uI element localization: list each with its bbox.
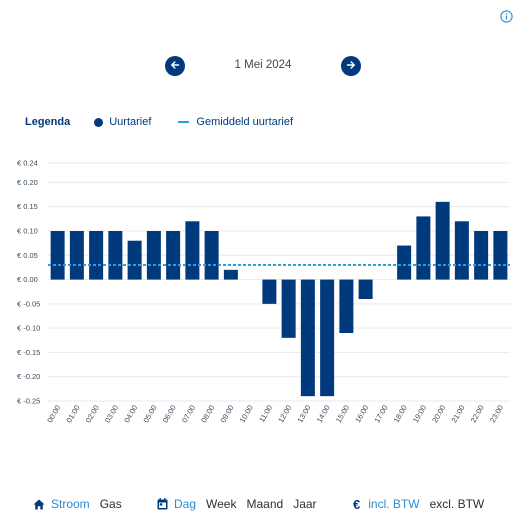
dot-icon	[94, 117, 104, 127]
home-icon	[33, 499, 45, 510]
option-maand[interactable]: Maand	[246, 497, 284, 511]
x-tick-label: 17:00	[372, 404, 389, 425]
euro-icon: €	[353, 496, 361, 512]
x-tick-label: 00:00	[45, 404, 62, 425]
y-tick-label: € 0.10	[17, 227, 38, 236]
option-week[interactable]: Week	[206, 497, 237, 511]
x-tick-label: 11:00	[257, 404, 274, 424]
bar-18:00[interactable]	[397, 245, 412, 280]
x-tick-label: 16:00	[353, 404, 370, 425]
bar-09:00[interactable]	[223, 269, 238, 280]
bottom-filter-bar: Stroom Gas Dag Week Maand Jaar € incl. B…	[0, 496, 526, 514]
bar-05:00[interactable]	[146, 231, 161, 280]
bar-21:00[interactable]	[454, 221, 469, 280]
bar-23:00[interactable]	[493, 231, 508, 280]
arrow-right-icon	[346, 57, 356, 75]
legend-label: Gemiddeld uurtarief	[196, 116, 294, 128]
x-tick-label: 04:00	[122, 404, 139, 425]
x-tick-label: 15:00	[334, 404, 351, 425]
y-tick-label: € 0.05	[17, 251, 38, 260]
previous-day-button[interactable]	[165, 56, 185, 76]
y-tick-label: € -0.25	[17, 397, 40, 406]
x-tick-label: 06:00	[161, 404, 178, 425]
period-selector: Dag Week Maand Jaar	[157, 496, 327, 512]
arrow-left-icon	[170, 57, 180, 75]
x-tick-label: 05:00	[141, 404, 158, 425]
bar-03:00[interactable]	[108, 231, 123, 280]
dashed-line-icon	[178, 121, 190, 123]
bar-15:00[interactable]	[339, 279, 354, 333]
energy-selector: Stroom Gas	[33, 496, 132, 512]
x-tick-label: 08:00	[199, 404, 216, 425]
bar-07:00[interactable]	[185, 221, 200, 280]
y-tick-label: € 0.15	[17, 202, 38, 211]
option-dag[interactable]: Dag	[174, 497, 197, 511]
option-jaar[interactable]: Jaar	[293, 497, 317, 511]
legend-item-gemiddeld: Gemiddeld uurtarief	[178, 116, 293, 128]
y-tick-label: € -0.20	[17, 372, 40, 381]
bar-20:00[interactable]	[435, 201, 450, 280]
tax-selector: € incl. BTW excl. BTW	[353, 496, 494, 512]
option-excl-btw[interactable]: excl. BTW	[429, 497, 485, 511]
bar-00:00[interactable]	[50, 231, 65, 280]
hourly-price-chart: € 0.24 € 0.20 € 0.15 € 0.10 € 0.05 € 0.00 € -0…	[17, 159, 510, 425]
info-icon[interactable]	[500, 10, 513, 23]
x-tick-label: 22:00	[469, 404, 486, 425]
legend-title: Legenda	[25, 116, 71, 128]
next-day-button[interactable]	[341, 56, 361, 76]
current-date: 1 Mei 2024	[234, 59, 292, 71]
x-tick-label: 23:00	[488, 404, 505, 425]
chart-legend: Legenda Uurtarief Gemiddeld uurtarief	[25, 114, 320, 130]
y-tick-label: € -0.05	[17, 299, 40, 308]
bar-22:00[interactable]	[474, 231, 489, 280]
x-tick-label: 14:00	[315, 404, 332, 425]
bar-02:00[interactable]	[89, 231, 104, 280]
y-tick-label: € -0.15	[17, 348, 40, 357]
x-tick-label: 01:00	[64, 404, 81, 425]
legend-item-uurtarief: Uurtarief	[94, 116, 151, 128]
option-stroom[interactable]: Stroom	[51, 497, 90, 511]
bar-13:00[interactable]	[300, 279, 315, 397]
option-incl-btw[interactable]: incl. BTW	[368, 497, 420, 511]
y-tick-label: € -0.10	[17, 324, 40, 333]
option-gas[interactable]: Gas	[99, 497, 122, 511]
y-tick-label: € 0.20	[17, 178, 38, 187]
date-navigation: 1 Mei 2024	[0, 56, 526, 78]
bar-12:00[interactable]	[281, 279, 296, 338]
bar-04:00[interactable]	[127, 240, 142, 280]
x-tick-label: 07:00	[180, 404, 197, 425]
bar-14:00[interactable]	[320, 279, 335, 397]
bar-16:00[interactable]	[358, 279, 373, 299]
bar-08:00[interactable]	[204, 231, 219, 280]
bar-01:00[interactable]	[69, 231, 84, 280]
x-tick-label: 18:00	[392, 404, 409, 425]
x-tick-label: 09:00	[218, 404, 235, 425]
x-tick-label: 19:00	[411, 404, 428, 425]
y-tick-label: € 0.00	[17, 275, 38, 284]
x-tick-label: 03:00	[103, 404, 120, 425]
legend-label: Uurtarief	[109, 116, 152, 128]
bar-06:00[interactable]	[166, 231, 181, 280]
y-tick-label: € 0.24	[17, 159, 38, 168]
x-tick-label: 20:00	[430, 404, 447, 425]
bar-11:00[interactable]	[262, 279, 277, 304]
x-tick-label: 12:00	[276, 404, 293, 425]
bar-19:00[interactable]	[416, 216, 431, 280]
x-tick-label: 21:00	[449, 404, 466, 425]
x-tick-label: 02:00	[84, 404, 101, 425]
x-tick-label: 10:00	[238, 404, 255, 425]
calendar-icon	[157, 498, 168, 510]
x-tick-label: 13:00	[295, 404, 312, 425]
